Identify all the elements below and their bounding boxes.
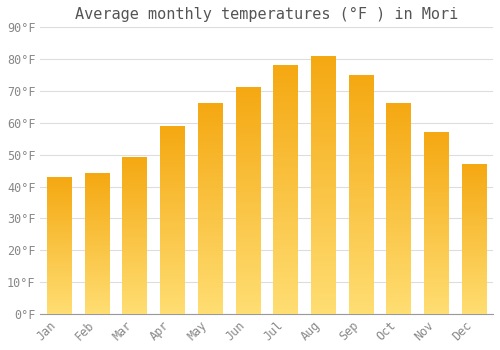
- Title: Average monthly temperatures (°F ) in Mori: Average monthly temperatures (°F ) in Mo…: [75, 7, 458, 22]
